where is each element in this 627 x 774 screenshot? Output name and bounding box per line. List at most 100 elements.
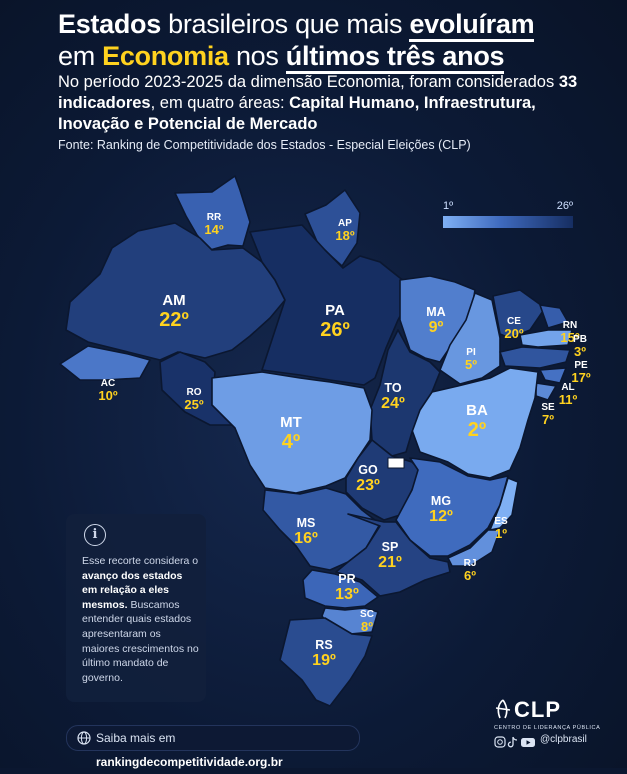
source-text: Fonte: Ranking de Competitividade dos Es… <box>58 138 471 152</box>
state-rank: 9º <box>428 319 444 336</box>
state-code: RN <box>562 320 578 331</box>
state-code: MG <box>430 494 452 508</box>
state-code: SP <box>381 540 399 554</box>
state-code: MT <box>280 414 302 431</box>
state-code: RS <box>315 638 333 652</box>
state-label-rj: RJ 6º <box>464 558 477 583</box>
state-rank: 8º <box>361 619 373 634</box>
state-label-to: TO 24º <box>381 381 405 413</box>
state-label-rn: RN 15º <box>560 320 579 345</box>
state-code: AM <box>162 292 186 309</box>
state-code: SC <box>360 609 374 620</box>
state-rank: 5º <box>465 357 477 372</box>
state-code: PR <box>338 572 356 586</box>
state-code: AP <box>338 218 352 229</box>
instagram-icon <box>494 736 506 748</box>
legend-min-label: 1º <box>443 200 454 212</box>
state-rank: 19º <box>312 652 336 669</box>
state-label-mg: MG 12º <box>429 494 453 526</box>
intro-text: No período 2023-2025 da dimensão Economi… <box>58 73 578 133</box>
state-rank: 4º <box>281 431 301 453</box>
state-rank: 21º <box>378 554 402 571</box>
state-ES <box>489 477 519 531</box>
state-code: MS <box>296 516 316 530</box>
state-label-se: SE 7º <box>541 402 554 427</box>
state-rank: 1º <box>495 526 507 541</box>
state-label-al: AL 11º <box>559 382 578 407</box>
state-rank: 3º <box>574 344 586 359</box>
state-label-pb: PB 3º <box>573 334 587 359</box>
state-TO <box>369 329 441 457</box>
state-label-go: GO 23º <box>356 463 380 495</box>
state-code: RO <box>186 387 202 398</box>
state-AC <box>59 345 151 381</box>
state-label-ro: RO 25º <box>184 387 203 412</box>
state-label-pa: PA 26º <box>320 302 350 341</box>
state-AL <box>539 367 567 384</box>
state-label-ba: BA 2º <box>466 402 488 441</box>
state-PI <box>439 292 501 385</box>
state-BA <box>411 367 539 479</box>
website-link-text[interactable]: Saiba mais em rankingdecompetitividade.o… <box>96 731 283 769</box>
state-code: CE <box>507 316 521 327</box>
state-label-ce: CE 20º <box>504 316 523 341</box>
state-rank: 22º <box>159 309 189 331</box>
state-code: GO <box>358 463 378 477</box>
state-code: ES <box>494 516 508 527</box>
globe-icon <box>77 731 91 745</box>
state-rank: 7º <box>542 412 554 427</box>
state-label-rs: RS 19º <box>312 638 336 670</box>
state-RR <box>174 175 251 251</box>
state-label-sc: SC 8º <box>360 609 374 634</box>
note-text: Esse recorte considera o avanço dos esta… <box>82 555 199 684</box>
website-link[interactable]: Saiba mais em rankingdecompetitividade.o… <box>66 725 360 769</box>
state-label-pi: PI 5º <box>465 347 477 372</box>
state-DF <box>387 457 405 469</box>
state-label-ms: MS 16º <box>294 516 318 548</box>
state-rank: 11º <box>558 392 578 407</box>
state-rank: 13º <box>335 586 359 603</box>
state-rank: 17º <box>571 370 591 385</box>
state-rank: 10º <box>98 388 118 403</box>
clp-logo: CLP CENTRO DE LIDERANÇA PÚBLICA @clpbras… <box>492 697 602 753</box>
state-label-sp: SP 21º <box>378 540 402 572</box>
state-label-rr: RR 14º <box>204 212 223 237</box>
state-code: PE <box>574 360 588 371</box>
social-icons <box>494 736 535 748</box>
state-RN <box>539 304 569 329</box>
state-label-pe: PE 17º <box>571 360 590 385</box>
state-code: PA <box>325 302 345 319</box>
state-RS <box>279 617 373 707</box>
state-label-ma: MA 9º <box>426 305 445 337</box>
state-rank: 26º <box>320 319 350 341</box>
state-rank: 24º <box>381 395 405 412</box>
state-code: SE <box>541 402 555 413</box>
state-code: PB <box>573 334 587 345</box>
state-rank: 20º <box>504 326 524 341</box>
logo-full-name: CENTRO DE LIDERANÇA PÚBLICA <box>494 725 601 731</box>
page-title: Estados brasileiros que mais evoluíram e… <box>58 8 578 74</box>
tiktok-icon <box>507 736 518 748</box>
state-rank: 14º <box>204 222 224 237</box>
state-code: BA <box>466 402 488 419</box>
state-label-am: AM 22º <box>159 292 189 331</box>
state-code: PI <box>466 347 476 358</box>
state-rank: 6º <box>464 568 476 583</box>
state-code: TO <box>384 381 402 395</box>
state-rank: 25º <box>184 397 204 412</box>
map-legend: 1º 26º <box>443 200 573 230</box>
state-SE <box>535 382 557 401</box>
state-code: AC <box>100 378 116 389</box>
state-rank: 2º <box>467 419 487 441</box>
state-RJ <box>447 529 501 567</box>
social-handle: @clpbrasil <box>540 734 587 745</box>
state-rank: 15º <box>560 330 580 345</box>
legend-max-label: 26º <box>556 200 573 212</box>
state-label-mt: MT 4º <box>280 414 302 453</box>
state-rank: 12º <box>429 508 453 525</box>
state-label-ac: AC 10º <box>98 378 117 403</box>
state-PR <box>302 569 379 609</box>
legend-gradient-bar <box>443 216 573 228</box>
state-label-pr: PR 13º <box>335 572 359 604</box>
